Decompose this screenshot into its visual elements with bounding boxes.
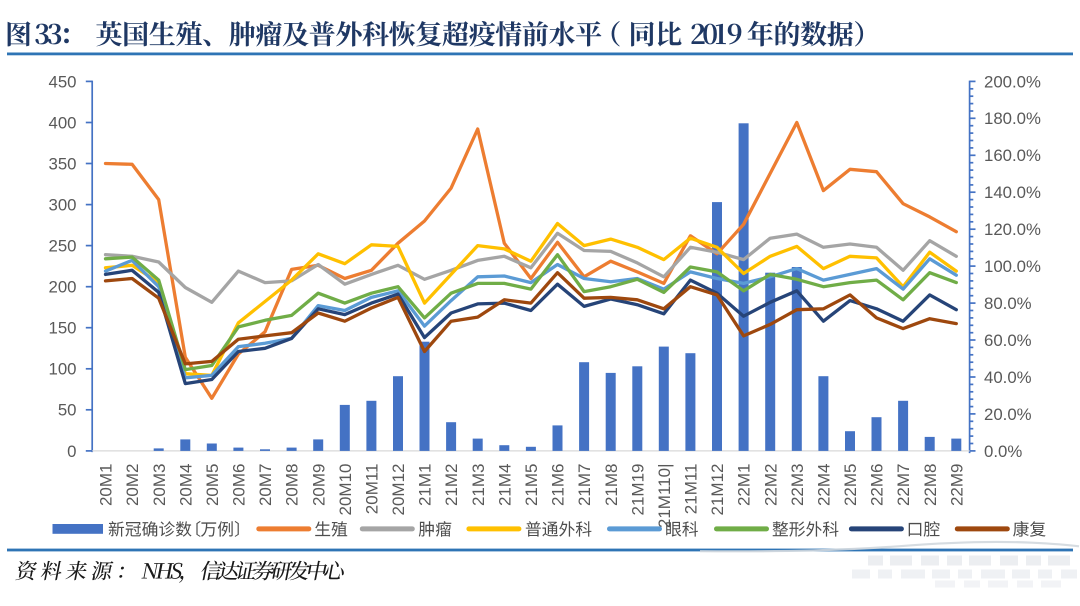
svg-text:450: 450	[49, 72, 77, 91]
svg-text:22M2: 22M2	[761, 464, 780, 507]
svg-text:200.0%: 200.0%	[984, 72, 1041, 91]
svg-text:350: 350	[49, 154, 77, 173]
svg-text:200: 200	[49, 278, 77, 297]
svg-text:20.0%: 20.0%	[984, 405, 1032, 424]
svg-text:21M3: 21M3	[469, 464, 488, 507]
svg-text:21M19: 21M19	[628, 464, 647, 516]
svg-text:120.0%: 120.0%	[984, 220, 1041, 239]
svg-text:21M12: 21M12	[708, 464, 727, 516]
svg-text:160.0%: 160.0%	[984, 146, 1041, 165]
svg-text:180.0%: 180.0%	[984, 109, 1041, 128]
svg-text:300: 300	[49, 196, 77, 215]
svg-text:22M8: 22M8	[921, 464, 940, 507]
svg-text:21M11: 21M11	[682, 464, 701, 515]
svg-text:22M1: 22M1	[735, 464, 754, 507]
svg-text:150: 150	[49, 319, 77, 338]
svg-text:20M4: 20M4	[176, 464, 195, 507]
svg-text:20M2: 20M2	[123, 464, 142, 507]
svg-text:60.0%: 60.0%	[984, 331, 1032, 350]
svg-text:20M6: 20M6	[230, 464, 249, 507]
svg-text:21M7: 21M7	[575, 464, 594, 507]
svg-text:0: 0	[67, 442, 76, 461]
svg-text:21M8: 21M8	[602, 464, 621, 507]
svg-text:21M2: 21M2	[442, 464, 461, 507]
svg-text:20M12: 20M12	[389, 464, 408, 516]
svg-text:140.0%: 140.0%	[984, 183, 1041, 202]
svg-text:20M3: 20M3	[150, 464, 169, 507]
svg-text:21M6: 21M6	[549, 464, 568, 507]
svg-text:22M9: 22M9	[947, 464, 966, 507]
svg-text:100.0%: 100.0%	[984, 257, 1041, 276]
svg-text:80.0%: 80.0%	[984, 294, 1032, 313]
svg-text:400: 400	[49, 113, 77, 132]
svg-text:40.0%: 40.0%	[984, 368, 1032, 387]
svg-text:20M1: 20M1	[97, 464, 116, 507]
svg-text:20M9: 20M9	[309, 464, 328, 507]
svg-text:100: 100	[49, 360, 77, 379]
svg-text:50: 50	[58, 401, 77, 420]
svg-text:0.0%: 0.0%	[984, 442, 1022, 461]
svg-text:21M110|: 21M110|	[655, 464, 674, 529]
svg-text:21M1: 21M1	[416, 464, 435, 507]
svg-text:20M7: 20M7	[256, 464, 275, 507]
svg-text:22M6: 22M6	[868, 464, 887, 507]
svg-text:20M5: 20M5	[203, 464, 222, 507]
svg-text:21M5: 21M5	[522, 464, 541, 507]
svg-text:20M11: 20M11	[363, 464, 382, 515]
svg-text:250: 250	[49, 237, 77, 256]
svg-text:22M4: 22M4	[815, 464, 834, 507]
svg-text:22M7: 22M7	[894, 464, 913, 507]
svg-text:20M8: 20M8	[283, 464, 302, 507]
svg-text:20M10: 20M10	[336, 464, 355, 516]
svg-text:22M5: 22M5	[841, 464, 860, 507]
svg-text:21M4: 21M4	[495, 464, 514, 507]
svg-text:22M3: 22M3	[788, 464, 807, 507]
